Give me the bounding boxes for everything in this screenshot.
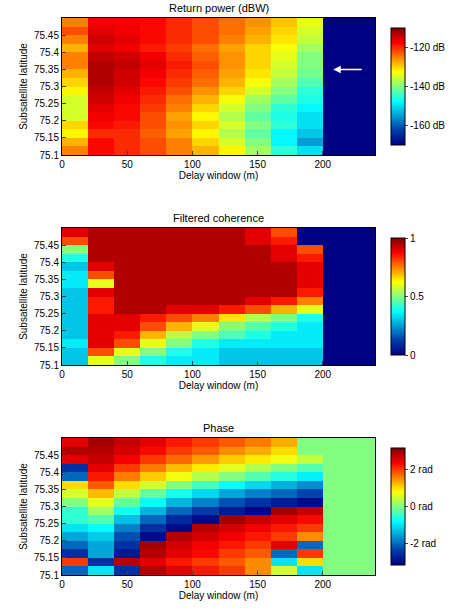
- svg-text:75.45: 75.45: [34, 240, 59, 251]
- svg-text:75.2: 75.2: [40, 325, 60, 336]
- svg-text:-2 rad: -2 rad: [410, 538, 436, 549]
- svg-text:75.15: 75.15: [34, 552, 59, 563]
- svg-text:0: 0: [59, 159, 65, 170]
- svg-text:100: 100: [184, 369, 201, 380]
- svg-text:75.2: 75.2: [40, 115, 60, 126]
- svg-text:200: 200: [314, 369, 331, 380]
- svg-text:Subsatellite latitude: Subsatellite latitude: [18, 43, 29, 130]
- svg-text:Phase: Phase: [203, 422, 234, 434]
- svg-text:75.4: 75.4: [40, 257, 60, 268]
- svg-text:75.3: 75.3: [40, 291, 60, 302]
- svg-text:75.1: 75.1: [40, 360, 60, 371]
- svg-text:-120 dB: -120 dB: [410, 42, 445, 53]
- svg-text:200: 200: [314, 579, 331, 590]
- svg-text:75.3: 75.3: [40, 81, 60, 92]
- svg-text:0: 0: [59, 369, 65, 380]
- svg-text:75.35: 75.35: [34, 484, 59, 495]
- svg-text:0.5: 0.5: [410, 291, 424, 302]
- svg-text:200: 200: [314, 159, 331, 170]
- svg-text:Delay window (m): Delay window (m): [179, 380, 258, 391]
- svg-text:75.3: 75.3: [40, 501, 60, 512]
- svg-text:75.4: 75.4: [40, 47, 60, 58]
- svg-text:50: 50: [122, 369, 134, 380]
- svg-text:Delay window (m): Delay window (m): [179, 590, 258, 601]
- svg-text:75.25: 75.25: [34, 518, 59, 529]
- svg-text:0: 0: [59, 579, 65, 590]
- svg-text:Filtered coherence: Filtered coherence: [173, 212, 264, 224]
- svg-text:-140 dB: -140 dB: [410, 81, 445, 92]
- svg-text:Return power (dBW): Return power (dBW): [169, 2, 269, 14]
- svg-text:75.4: 75.4: [40, 467, 60, 478]
- svg-text:150: 150: [249, 159, 266, 170]
- svg-text:0 rad: 0 rad: [410, 501, 433, 512]
- svg-text:50: 50: [122, 159, 134, 170]
- svg-text:150: 150: [249, 369, 266, 380]
- svg-text:75.25: 75.25: [34, 308, 59, 319]
- svg-text:100: 100: [184, 579, 201, 590]
- svg-text:50: 50: [122, 579, 134, 590]
- svg-text:2 rad: 2 rad: [410, 464, 433, 475]
- svg-text:0: 0: [410, 350, 416, 361]
- svg-text:75.35: 75.35: [34, 64, 59, 75]
- svg-text:Subsatellite latitude: Subsatellite latitude: [18, 463, 29, 550]
- svg-text:150: 150: [249, 579, 266, 590]
- svg-text:75.15: 75.15: [34, 342, 59, 353]
- svg-text:75.45: 75.45: [34, 450, 59, 461]
- svg-text:-160 dB: -160 dB: [410, 120, 445, 131]
- svg-text:1: 1: [410, 233, 416, 244]
- svg-text:75.25: 75.25: [34, 98, 59, 109]
- svg-text:100: 100: [184, 159, 201, 170]
- svg-text:Delay window (m): Delay window (m): [179, 170, 258, 181]
- svg-text:Subsatellite latitude: Subsatellite latitude: [18, 253, 29, 340]
- svg-text:75.45: 75.45: [34, 30, 59, 41]
- svg-text:75.1: 75.1: [40, 150, 60, 161]
- svg-text:75.35: 75.35: [34, 274, 59, 285]
- svg-text:75.2: 75.2: [40, 535, 60, 546]
- svg-text:75.1: 75.1: [40, 570, 60, 581]
- svg-text:75.15: 75.15: [34, 132, 59, 143]
